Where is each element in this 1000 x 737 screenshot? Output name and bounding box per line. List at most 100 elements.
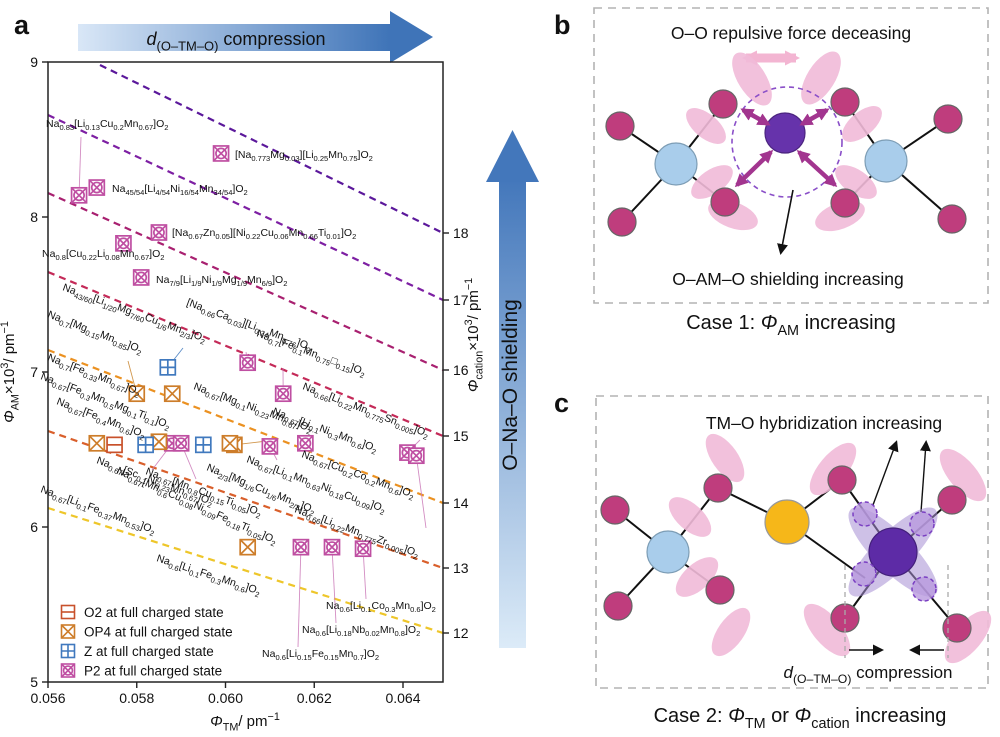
right-axis-tick-label: 17 bbox=[453, 292, 469, 308]
oxygen-atom bbox=[933, 104, 963, 134]
data-point-P2 bbox=[274, 385, 292, 403]
point-label: Na45/54[Li4/54Ni16/54Mn34/54]O2 bbox=[112, 183, 248, 197]
x-axis-tick-label: 0.056 bbox=[30, 690, 65, 706]
shielding-arrow-label: O–Na–O shielding bbox=[499, 299, 522, 471]
right-axis-title: Φcation×103/ pm−1 bbox=[463, 278, 486, 392]
left-axis-tick-label: 8 bbox=[30, 209, 38, 225]
data-point-P2 bbox=[354, 540, 372, 558]
isoline-phi-cation bbox=[47, 429, 444, 570]
label-connector bbox=[362, 548, 367, 600]
label-connector bbox=[331, 547, 337, 624]
point-label: Na0.8[Cu0.22Li0.08Mn0.67]O2 bbox=[42, 248, 164, 262]
x-axis-title: ΦTM/ pm−1 bbox=[210, 711, 280, 734]
legend-label-OP4: OP4 at full charged state bbox=[84, 624, 233, 639]
panel-c-border bbox=[595, 395, 989, 689]
data-point-P2 bbox=[132, 269, 150, 286]
point-label: Na0.7[Mg0.15Mn0.85]O2 bbox=[45, 309, 144, 358]
legend-glyph-P2 bbox=[60, 663, 76, 678]
oxygen-atom bbox=[600, 495, 630, 525]
tm-cation-purple bbox=[868, 527, 918, 577]
panel-b-title: O–O repulsive force deceasing bbox=[671, 23, 911, 43]
x-axis-tick-label: 0.058 bbox=[119, 690, 154, 706]
isoline-phi-cation bbox=[47, 348, 444, 505]
data-point-OP4 bbox=[88, 434, 106, 452]
electron-cloud bbox=[711, 607, 751, 657]
isoline-phi-cation bbox=[47, 270, 444, 438]
compression-arrow-label: d(O–TM–O) compression bbox=[147, 29, 326, 53]
point-label: [Na0.773Mg0.03][Li0.25Mn0.75]O2 bbox=[235, 149, 373, 163]
panel-c-compression-label: d(O–TM–O) compression bbox=[783, 663, 952, 686]
data-point-Z bbox=[194, 436, 212, 454]
data-point-P2 bbox=[261, 438, 279, 455]
left-axis-tick-label: 7 bbox=[30, 364, 38, 380]
electron-cloud bbox=[842, 106, 882, 142]
pointer-arrow-b bbox=[777, 189, 794, 255]
oxygen-atoms-c bbox=[600, 465, 972, 643]
point-label: Na0.67[Mg0.1Ni0.23Mn0.67]O2 bbox=[191, 381, 314, 437]
repulsion-arrows-b bbox=[734, 108, 838, 188]
point-label: [Na0.67Zn0.05][Ni0.22Cu0.06Mn0.66Ti0.01]… bbox=[172, 227, 356, 241]
electron-cloud bbox=[835, 165, 877, 199]
point-label: Na0.67[Li0.1Ni0.3Mn0.6]O2 bbox=[270, 406, 379, 457]
hybridization-arrow bbox=[919, 440, 931, 513]
shielding-arrow: O–Na–O shielding bbox=[486, 130, 539, 648]
data-point-P2 bbox=[297, 434, 314, 452]
legend-label-P2: P2 at full charged state bbox=[84, 663, 222, 678]
electron-cloud bbox=[686, 108, 726, 144]
hybridized-lobe bbox=[852, 501, 878, 527]
panel-c-title: TM–O hybridization increasing bbox=[706, 413, 942, 433]
panel-b-caption: Case 1: ΦAM increasing bbox=[686, 312, 896, 339]
compression-arrow-head bbox=[390, 11, 433, 63]
data-point-OP4 bbox=[221, 434, 239, 452]
point-label: Na0.83[Li0.13Cu0.2Mn0.67]O2 bbox=[46, 118, 168, 132]
data-point-Z bbox=[137, 436, 154, 454]
x-axis-tick-label: 0.064 bbox=[385, 690, 420, 706]
oxygen-atom bbox=[827, 465, 857, 495]
right-axis-tick-label: 18 bbox=[453, 225, 469, 241]
data-point-OP4 bbox=[128, 385, 146, 403]
oxygen-atom bbox=[703, 473, 733, 503]
point-label: Na0.6[Li0.1Co0.3Mn0.6]O2 bbox=[326, 600, 436, 614]
data-point-OP4 bbox=[239, 538, 257, 556]
scatter-plot: 18 17 16 15 14 13 12 Na0.83[Li0.13Cu0.2Mn0.67]O… bbox=[0, 54, 486, 734]
electron-cloud bbox=[691, 165, 733, 199]
oxygen-atom bbox=[830, 87, 860, 117]
x-axis-tick-label: 0.062 bbox=[297, 690, 332, 706]
oxygen-atom bbox=[942, 613, 972, 643]
right-axis-tick-label: 15 bbox=[453, 428, 469, 444]
shielding-dashed-circle bbox=[731, 86, 843, 198]
panel-letter-b: b bbox=[554, 10, 571, 40]
isoline-phi-cation bbox=[99, 64, 444, 234]
panel-b: O–O repulsive force deceasing bbox=[593, 7, 989, 339]
left-axis-tick-label: 5 bbox=[30, 674, 38, 690]
legend-label-O2: O2 at full charged state bbox=[84, 605, 224, 620]
right-axis-tick-label: 16 bbox=[453, 362, 469, 378]
panel-b-border bbox=[593, 7, 989, 304]
data-point-P2 bbox=[212, 145, 230, 162]
isoline-phi-cation bbox=[47, 506, 444, 635]
legend-label-Z: Z at full charged state bbox=[84, 644, 214, 659]
electron-cloud bbox=[732, 52, 772, 106]
hybridized-lobe bbox=[851, 561, 877, 587]
point-label: Na0.6[Li0.1Fe0.3Mn0.6]O2 bbox=[154, 552, 262, 599]
data-point-P2 bbox=[115, 235, 132, 252]
left-axis-title: ΦAM×103/ pm−1 bbox=[0, 321, 22, 423]
electron-cloud bbox=[939, 448, 987, 502]
panel-letter-a: a bbox=[14, 10, 30, 40]
panel-c: TM–O hybridization increasing bbox=[595, 395, 992, 732]
panel-c-caption: Case 2: ΦTM or Φcation increasing bbox=[654, 705, 947, 732]
data-point-O2 bbox=[106, 436, 123, 454]
double-arrow bbox=[799, 108, 830, 126]
data-point-P2 bbox=[292, 538, 310, 556]
oxygen-atom bbox=[607, 207, 637, 237]
oxygen-atom bbox=[603, 591, 633, 621]
data-point-Z bbox=[159, 359, 177, 376]
left-axis-tick-label: 9 bbox=[30, 54, 38, 70]
tm-cation-yellow bbox=[764, 499, 810, 545]
electron-cloud bbox=[705, 433, 745, 483]
x-axis-tick-label: 0.060 bbox=[208, 690, 243, 706]
electron-cloud bbox=[801, 51, 841, 105]
am-cation-purple bbox=[764, 112, 806, 154]
